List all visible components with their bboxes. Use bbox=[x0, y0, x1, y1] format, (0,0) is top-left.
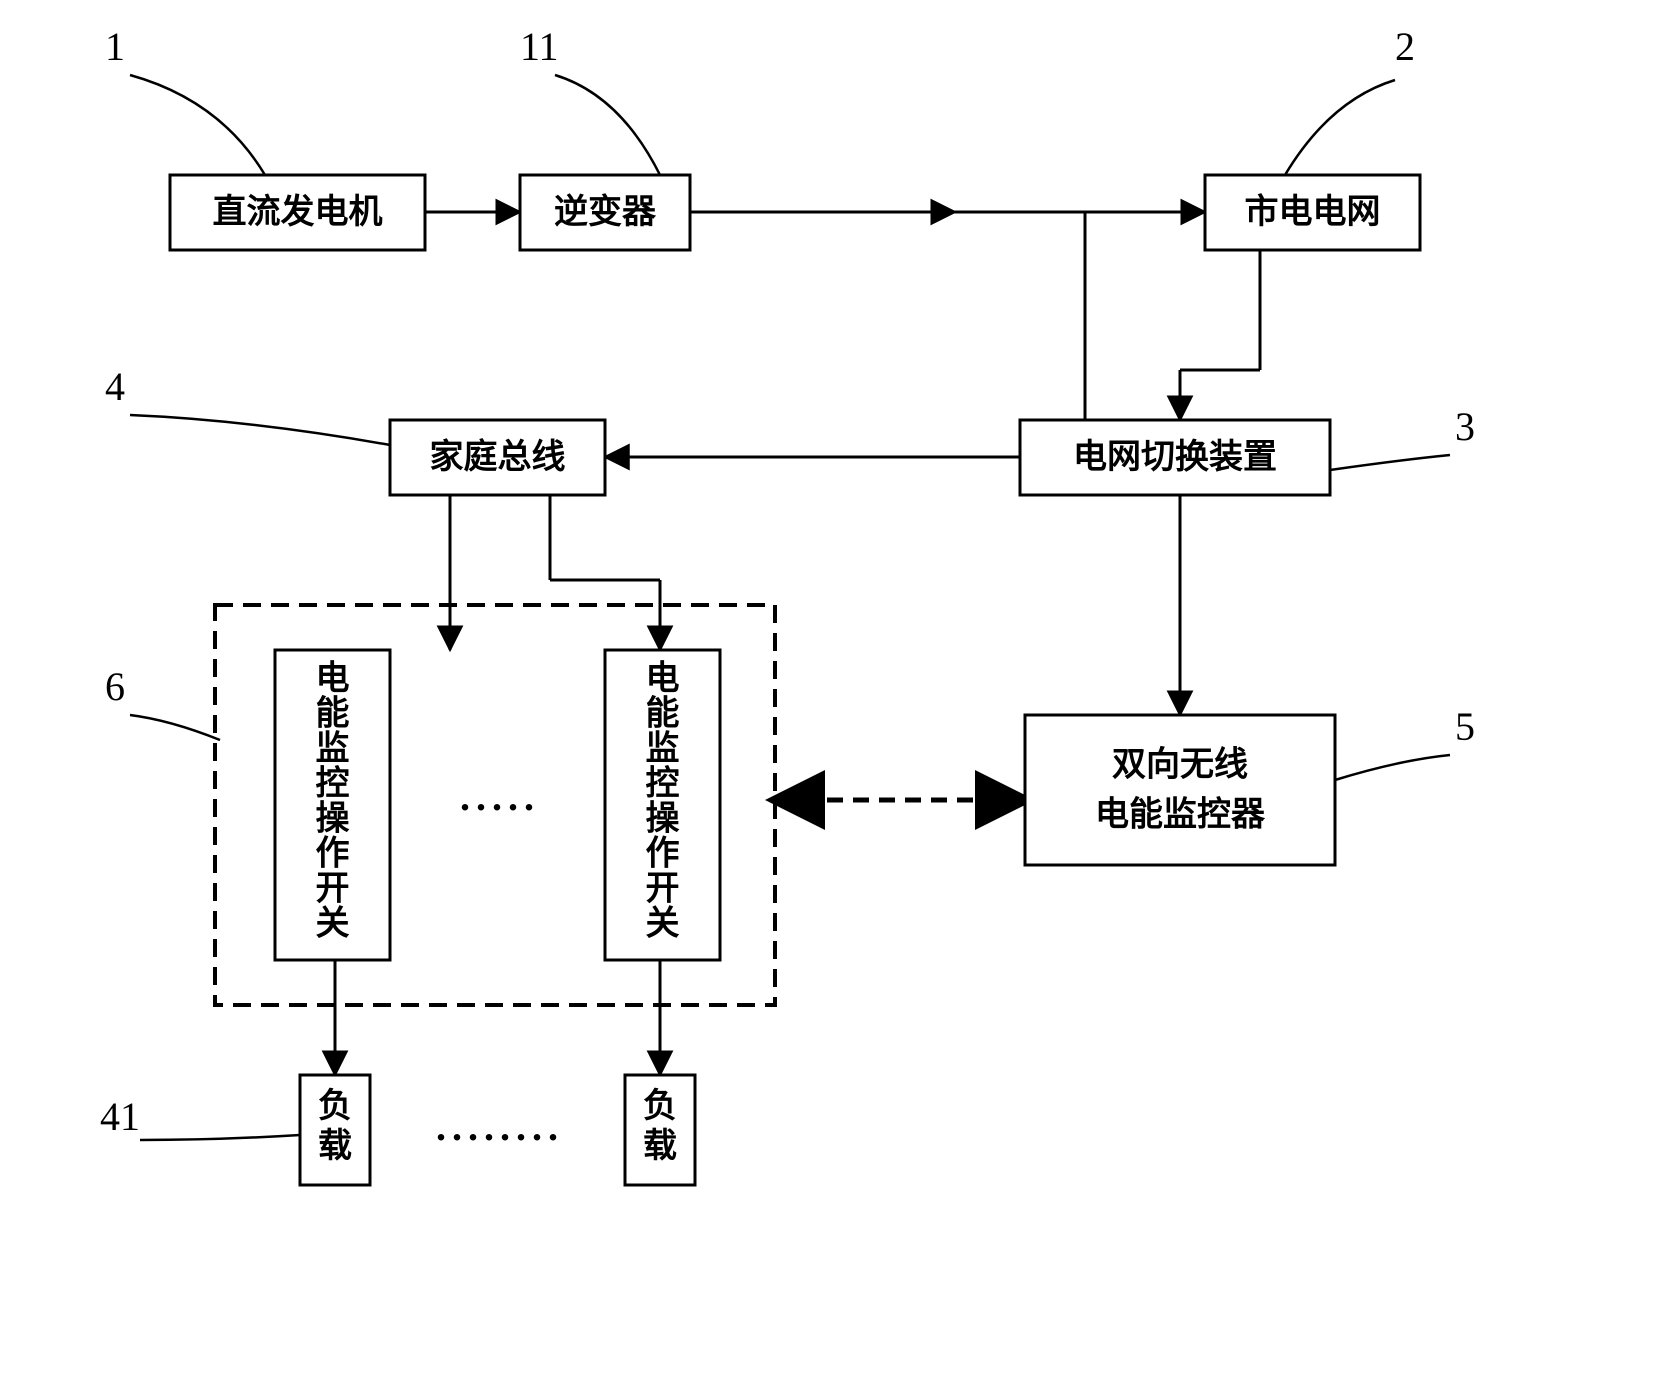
svg-text:关: 关 bbox=[316, 905, 350, 943]
svg-text:监: 监 bbox=[316, 730, 350, 768]
num-n4: 4 bbox=[105, 364, 125, 409]
num-n3: 3 bbox=[1455, 404, 1475, 449]
box-label-n4: 家庭总线 bbox=[430, 437, 566, 476]
box-label-n1: 直流发电机 bbox=[213, 193, 383, 231]
svg-text:能: 能 bbox=[646, 695, 680, 733]
svg-text:负: 负 bbox=[643, 1087, 677, 1125]
svg-text:载: 载 bbox=[318, 1127, 352, 1165]
box-label-n11: 逆变器 bbox=[554, 193, 657, 231]
label-6: 6 bbox=[105, 664, 125, 709]
ellipsis-2: ........ bbox=[436, 1104, 564, 1149]
num-n5: 5 bbox=[1455, 704, 1475, 749]
svg-text:作: 作 bbox=[316, 835, 350, 873]
svg-text:作: 作 bbox=[646, 835, 680, 873]
num-n11: 11 bbox=[520, 24, 559, 69]
svg-text:负: 负 bbox=[318, 1087, 352, 1125]
svg-text:电: 电 bbox=[646, 660, 680, 698]
box-n5 bbox=[1025, 715, 1335, 865]
svg-text:电能监控器: 电能监控器 bbox=[1095, 796, 1266, 834]
ellipsis-1: ..... bbox=[460, 774, 540, 819]
svg-text:双向无线: 双向无线 bbox=[1112, 746, 1248, 784]
svg-text:能: 能 bbox=[316, 695, 350, 733]
svg-text:监: 监 bbox=[646, 730, 680, 768]
svg-text:控: 控 bbox=[646, 765, 680, 803]
svg-text:关: 关 bbox=[646, 905, 680, 943]
svg-text:开: 开 bbox=[316, 871, 350, 908]
num-n41a: 41 bbox=[100, 1094, 140, 1139]
svg-text:开: 开 bbox=[646, 871, 680, 908]
box-label-n2: 市电电网 bbox=[1245, 192, 1381, 231]
svg-text:操: 操 bbox=[316, 800, 350, 838]
svg-text:电: 电 bbox=[316, 660, 350, 698]
svg-text:控: 控 bbox=[316, 765, 350, 803]
num-n1: 1 bbox=[105, 24, 125, 69]
svg-text:操: 操 bbox=[646, 800, 680, 838]
box-label-n3: 电网切换装置 bbox=[1073, 438, 1277, 476]
svg-text:载: 载 bbox=[643, 1127, 677, 1165]
num-n2: 2 bbox=[1395, 24, 1415, 69]
